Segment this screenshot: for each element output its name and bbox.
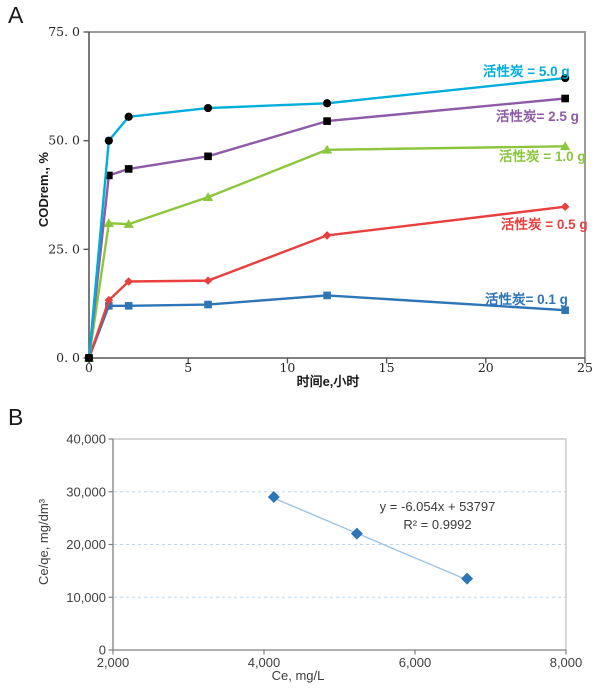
series-marker-2 <box>321 144 333 154</box>
y-tick-label: 20,000 <box>66 537 106 552</box>
series-marker-0 <box>124 112 133 121</box>
data-point <box>461 572 474 585</box>
y-tick-label: 0 <box>99 643 106 658</box>
series-marker-4 <box>124 302 133 310</box>
series-marker-2 <box>559 141 571 151</box>
x-tick-label: 6,000 <box>399 655 432 670</box>
y-tick-label: 75. 0 <box>48 24 80 39</box>
series-marker-3 <box>124 277 133 286</box>
series-line-0 <box>87 76 567 360</box>
chart-a-x-axis-title: 时间e,小时 <box>296 374 360 389</box>
x-tick-label: 0 <box>85 360 93 375</box>
x-tick-label: 8,000 <box>550 655 583 670</box>
series-marker-4 <box>204 300 212 309</box>
plot-border <box>113 438 567 650</box>
series-line-4 <box>87 294 567 360</box>
series-marker-3 <box>104 295 114 305</box>
series-marker-0 <box>84 353 94 363</box>
chart-a: 0 5 10 15 20 25 0. 0 25. 0 50. 0 75. 0 <box>48 24 593 375</box>
chart-a-y-axis-title: CODrem., % <box>36 152 51 228</box>
series-marker-3 <box>203 276 213 285</box>
series-marker-4 <box>323 291 331 300</box>
panel-a-label: A <box>8 2 24 28</box>
y-tick-label: 30,000 <box>66 484 106 499</box>
x-tick-label: 4,000 <box>248 655 281 670</box>
series-marker-4 <box>561 306 569 314</box>
x-tick-label: 10 <box>279 360 295 375</box>
x-tick-label: 15 <box>379 360 395 375</box>
series-marker-1 <box>124 165 133 173</box>
series-marker-2 <box>123 219 134 228</box>
data-point <box>350 527 363 540</box>
series-marker-1 <box>105 171 113 180</box>
chart-b-y-axis-title: Ce/qe, mg/dm³ <box>36 499 51 585</box>
x-tick-label: 25 <box>577 360 593 375</box>
series-marker-3 <box>560 202 570 212</box>
series-line-1 <box>87 97 567 360</box>
y-tick-label: 40,000 <box>66 432 106 447</box>
trend-line <box>273 497 468 581</box>
x-tick-label: 5 <box>184 360 192 375</box>
x-tick-label: 20 <box>478 360 494 375</box>
y-tick-label: 10,000 <box>66 590 106 605</box>
series-line-3 <box>87 205 567 360</box>
series-marker-1 <box>204 152 212 161</box>
series-label-0.1g: 活性炭= 0.1 g <box>485 292 568 307</box>
series-marker-3 <box>322 231 332 240</box>
series-marker-0 <box>561 73 570 83</box>
y-tick-label: 50. 0 <box>48 133 80 148</box>
series-marker-1 <box>561 94 569 103</box>
series-label-1.0g: 活性炭 = 1.0 g <box>499 149 586 164</box>
trendline-r-squared: R² = 0.9992 <box>403 517 472 533</box>
y-tick-label: 25. 0 <box>48 241 80 256</box>
trendline-annotation: y = -6.054x + 53797 R² = 0.9992 <box>355 498 520 534</box>
x-tick-label: 2,000 <box>97 655 130 670</box>
chart-b: 2,000 4,000 6,000 8,000 0 10,000 20,000 30,000 4… <box>66 432 583 671</box>
panel-b-label: B <box>8 404 24 430</box>
series-marker-0 <box>322 99 332 108</box>
series-label-0.5g: 活性炭 = 0.5 g <box>501 217 588 232</box>
trendline-equation: y = -6.054x + 53797 <box>379 499 496 514</box>
series-marker-0 <box>104 136 113 145</box>
y-tick-label: 0. 0 <box>56 350 80 365</box>
data-point <box>267 491 280 504</box>
plot-border <box>89 31 586 358</box>
chart-b-x-axis-title: Ce, mg/L <box>271 668 325 683</box>
series-marker-4 <box>105 302 113 310</box>
series-marker-2 <box>202 192 214 201</box>
series-label-5.0g: 活性炭 = 5.0 g <box>483 64 570 79</box>
axis-lines <box>88 32 585 359</box>
series-marker-0 <box>203 103 213 113</box>
series-label-2.5g: 活性炭= 2.5 g <box>496 109 579 124</box>
series-marker-2 <box>103 218 115 228</box>
series-marker-1 <box>323 117 331 125</box>
series-line-2 <box>87 145 567 360</box>
